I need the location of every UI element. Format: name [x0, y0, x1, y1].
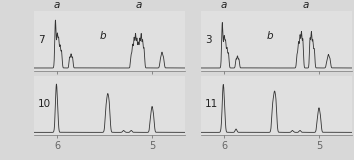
Text: b: b: [267, 31, 274, 41]
Text: 10: 10: [38, 99, 51, 109]
Text: b: b: [100, 31, 107, 41]
Text: 11: 11: [205, 99, 218, 109]
Text: 7: 7: [38, 35, 45, 45]
Text: a: a: [221, 0, 227, 10]
Text: a: a: [303, 0, 309, 10]
Text: a: a: [136, 0, 142, 10]
Text: 3: 3: [205, 35, 212, 45]
Text: a: a: [54, 0, 60, 10]
